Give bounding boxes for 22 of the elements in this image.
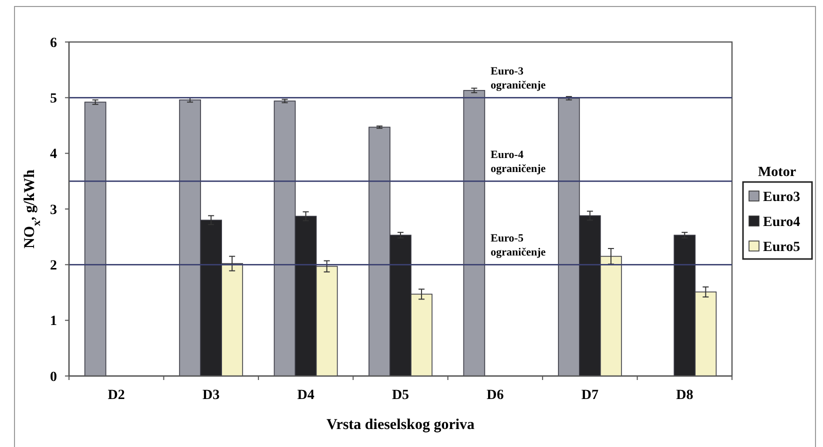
ref-line-label: Euro-3 ograničenje [490,66,546,92]
legend-label: Euro5 [763,240,800,255]
x-tick-label: D6 [486,388,504,403]
y-tick-label: 1 [50,314,57,330]
y-tick-label: 4 [50,147,57,162]
ref-line-label: Euro-5 ograničenje [490,232,546,259]
y-tick-label: 2 [50,258,57,274]
ref-line-label: Euro-4 ograničenje [490,149,546,176]
legend-title: Motor [758,165,796,180]
x-tick-label: D7 [581,388,598,403]
y-tick-label: 0 [50,370,57,385]
x-axis-title: Vrsta dieselskog goriva [326,417,476,433]
legend-label: Euro3 [763,190,800,205]
x-tick-label: D4 [297,388,314,403]
x-tick-label: D8 [676,388,694,403]
y-tick-label: 5 [50,92,57,107]
x-tick-label: D3 [202,388,220,403]
x-tick-label: D5 [392,388,410,403]
legend-label: Euro4 [763,215,800,230]
y-tick-label: 6 [50,36,57,51]
y-tick-label: 3 [50,202,57,218]
x-tick-label: D2 [108,388,125,403]
